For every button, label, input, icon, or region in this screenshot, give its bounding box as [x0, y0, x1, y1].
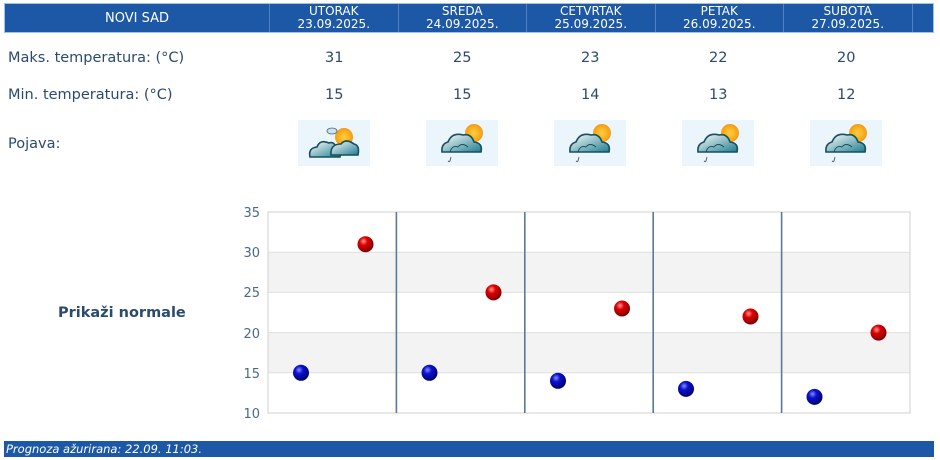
day-name: CETVRTAK [560, 4, 622, 18]
day-name: UTORAK [309, 4, 359, 18]
cloudy-sun-light-rain-icon [426, 120, 498, 166]
day-date: 27.09.2025. [811, 17, 885, 31]
show-normals-link[interactable]: Prikaži normale [58, 305, 186, 321]
min-temp-value: 15 [453, 87, 472, 103]
min-temperature-label: Min. temperatura: (°C) [8, 87, 173, 103]
day-date: 26.09.2025. [682, 17, 756, 31]
svg-text:15: 15 [243, 367, 260, 382]
cloudy-sun-light-rain-icon [554, 120, 626, 166]
y-axis-labels: 35 30 25 20 15 10 [243, 206, 260, 422]
city-name: NOVI SAD [5, 4, 270, 32]
day-header: UTORAK 23.09.2025. [270, 4, 399, 32]
day-header: CETVRTAK 25.09.2025. [527, 4, 656, 32]
max-temp-value: 22 [709, 50, 728, 66]
cloudy-sun-light-rain-icon [682, 120, 754, 166]
header-spacer [913, 4, 934, 32]
day-date: 23.09.2025. [297, 17, 371, 31]
svg-text:10: 10 [243, 407, 260, 422]
svg-text:35: 35 [243, 206, 260, 221]
svg-text:30: 30 [243, 246, 260, 261]
day-name: SUBOTA [823, 4, 872, 18]
day-header: SREDA 24.09.2025. [399, 4, 527, 32]
day-header: PETAK 26.09.2025. [656, 4, 784, 32]
min-temperature-markers [293, 364, 823, 405]
phenomenon-label: Pojava: [8, 136, 61, 152]
chart-bands [268, 252, 910, 373]
max-temp-value: 25 [453, 50, 472, 66]
cloudy-sun-light-rain-icon [810, 120, 882, 166]
day-date: 25.09.2025. [554, 17, 628, 31]
forecast-header: NOVI SAD UTORAK 23.09.2025. SREDA 24.09.… [4, 3, 934, 33]
day-date: 24.09.2025. [425, 17, 499, 31]
min-temp-value: 15 [325, 87, 344, 103]
day-header: SUBOTA 27.09.2025. [784, 4, 913, 32]
min-temp-value: 14 [581, 87, 600, 103]
max-temp-value: 20 [837, 50, 856, 66]
max-temperature-row: Maks. temperatura: (°C) 31 25 23 22 20 [0, 46, 940, 72]
day-name: SREDA [441, 4, 483, 18]
svg-text:20: 20 [243, 327, 260, 342]
partly-cloudy-sun-icon [298, 120, 370, 166]
svg-text:25: 25 [243, 286, 260, 301]
max-temp-value: 23 [581, 50, 600, 66]
day-separators [395, 212, 783, 413]
min-temp-value: 12 [837, 87, 856, 103]
phenomenon-row: Pojava: [0, 132, 940, 158]
day-name: PETAK [700, 4, 738, 18]
forecast-updated-footer: Prognoza ažurirana: 22.09. 11:03. [4, 441, 934, 457]
temperature-chart: 35 30 25 20 15 10 [230, 200, 930, 425]
max-temperature-label: Maks. temperatura: (°C) [8, 50, 185, 66]
min-temp-value: 13 [709, 87, 728, 103]
min-temperature-row: Min. temperatura: (°C) 15 15 14 13 12 [0, 83, 940, 109]
max-temperature-markers [357, 236, 887, 341]
max-temp-value: 31 [325, 50, 344, 66]
gridlines [268, 251, 910, 374]
